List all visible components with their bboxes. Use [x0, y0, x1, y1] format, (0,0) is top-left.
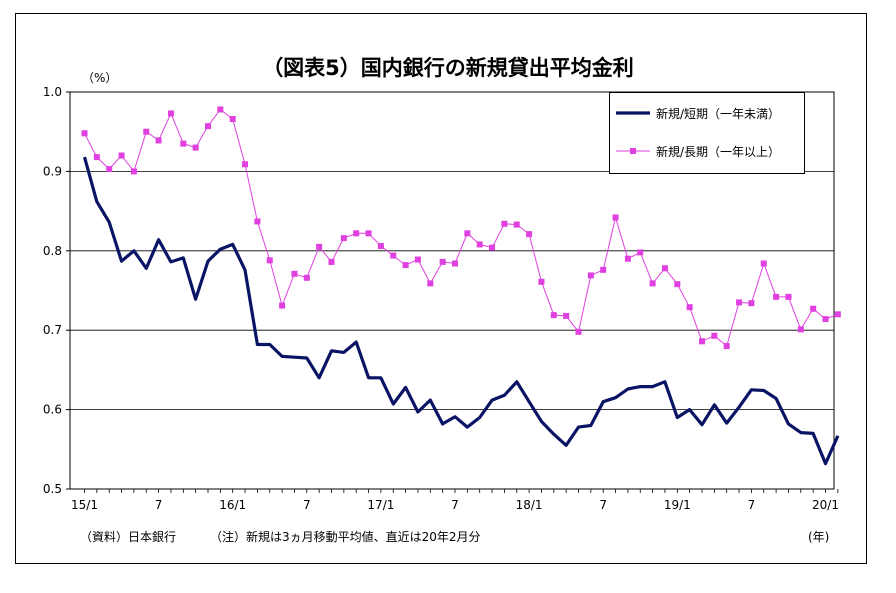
data-point-long	[773, 293, 780, 300]
legend-label-short: 新規/短期（一年未満）	[656, 106, 781, 121]
data-point-long	[575, 328, 582, 335]
data-point-long	[513, 221, 520, 228]
data-point-long	[649, 280, 656, 287]
data-point-long	[810, 305, 817, 312]
data-point-long	[192, 144, 199, 151]
data-point-long	[180, 140, 187, 147]
chart-title: （図表5）国内銀行の新規貸出平均金利	[262, 56, 634, 80]
data-point-long	[205, 123, 211, 130]
data-point-long	[489, 244, 496, 251]
data-point-long	[377, 243, 384, 250]
data-point-long	[81, 130, 88, 137]
x-tick-label: 7	[155, 498, 163, 512]
data-point-long	[612, 214, 619, 221]
data-point-long	[476, 241, 483, 248]
data-point-long	[93, 154, 100, 161]
series-line-short	[82, 156, 840, 466]
data-point-long	[661, 265, 668, 272]
x-tick-label: 15/1	[71, 498, 98, 512]
data-point-long	[550, 312, 557, 319]
data-point-long	[229, 115, 236, 122]
data-point-long	[711, 332, 718, 339]
data-point-long	[686, 304, 693, 311]
data-point-long	[254, 218, 261, 225]
data-point-long	[155, 137, 162, 144]
y-tick-label: 0.7	[43, 323, 62, 337]
data-point-long	[624, 255, 631, 262]
data-point-long	[365, 230, 372, 237]
y-axis-unit: （%）	[82, 71, 118, 85]
data-point-long	[785, 293, 792, 300]
chart-frame	[15, 13, 867, 564]
data-point-long	[167, 110, 174, 117]
data-point-long	[736, 299, 743, 306]
data-point-long	[563, 312, 570, 319]
x-tick-label: 7	[303, 498, 311, 512]
data-point-long	[402, 262, 409, 269]
footnote-source: （資料）日本銀行	[80, 530, 177, 544]
data-point-long	[143, 128, 150, 135]
legend-label-long: 新規/長期（一年以上）	[656, 144, 781, 159]
y-tick-label: 0.5	[43, 482, 62, 496]
data-point-long	[106, 166, 113, 173]
data-point-long	[130, 168, 137, 175]
y-tick-label: 0.9	[43, 164, 62, 178]
data-point-long	[834, 311, 841, 318]
chart-legend: 新規/短期（一年未満） 新規/長期（一年以上）	[609, 92, 805, 174]
data-point-long	[118, 152, 125, 159]
data-point-long	[674, 281, 681, 288]
data-point-long	[439, 258, 446, 265]
legend-item-long: 新規/長期（一年以上）	[616, 141, 780, 161]
x-tick-label: 19/1	[664, 498, 691, 512]
y-tick-label: 0.6	[43, 403, 62, 417]
x-tick-label: 17/1	[367, 498, 394, 512]
data-point-long	[501, 220, 508, 227]
x-tick-label: 16/1	[219, 498, 246, 512]
data-point-long	[353, 230, 360, 237]
x-tick-label: 7	[599, 498, 607, 512]
data-point-long	[748, 300, 755, 307]
legend-swatch-short	[616, 111, 650, 115]
data-point-long	[637, 249, 644, 256]
data-point-long	[340, 235, 347, 242]
data-point-long	[316, 243, 323, 250]
y-tick-label: 0.8	[43, 244, 62, 258]
y-tick-label: 1.0	[43, 85, 62, 99]
data-point-long	[328, 258, 335, 265]
legend-item-short: 新規/短期（一年未満）	[616, 103, 780, 123]
data-point-long	[526, 231, 533, 238]
data-point-long	[760, 260, 767, 267]
x-tick-label: 7	[748, 498, 756, 512]
data-point-long	[797, 326, 804, 333]
x-tick-label: 20/1	[812, 498, 839, 512]
data-point-long	[538, 278, 545, 285]
data-point-long	[452, 260, 458, 267]
data-point-long	[427, 280, 434, 287]
data-point-long	[822, 316, 829, 323]
legend-swatch-long	[616, 148, 650, 154]
data-point-long	[217, 106, 224, 113]
data-point-long	[291, 270, 298, 277]
data-point-long	[266, 257, 273, 264]
data-point-long	[414, 256, 421, 263]
data-point-long	[699, 338, 705, 345]
data-point-long	[390, 252, 397, 259]
data-point-long	[303, 274, 310, 281]
data-point-long	[587, 272, 594, 279]
data-point-long	[600, 266, 607, 273]
x-tick-label: 7	[451, 498, 459, 512]
data-point-long	[464, 230, 471, 237]
data-point-long	[242, 161, 249, 168]
footnote-note: （注）新規は3ヵ月移動平均値、直近は20年2月分	[210, 530, 481, 544]
plot-area	[69, 91, 835, 490]
data-point-long	[723, 343, 730, 350]
data-point-long	[279, 302, 286, 309]
x-tick-label: 18/1	[516, 498, 543, 512]
x-axis-unit: (年)	[808, 530, 830, 544]
